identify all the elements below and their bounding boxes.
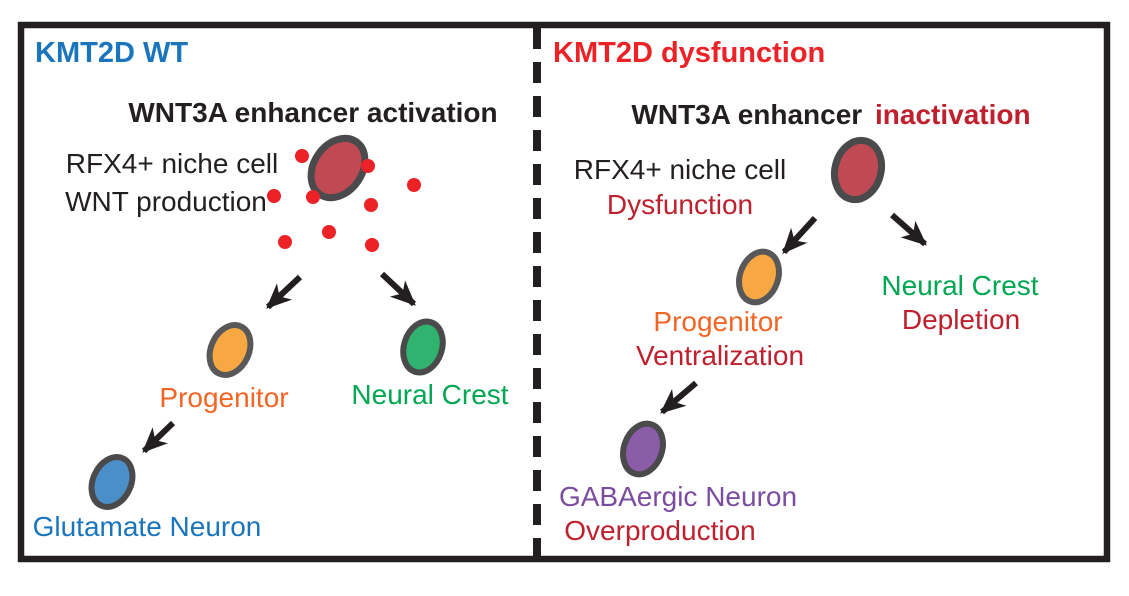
wnt-dot (407, 178, 421, 192)
arrow-niche-to-neural-crest-right (890, 212, 927, 247)
arrow-progenitor-to-glutamate (141, 420, 176, 454)
right-niche-label-line2: Dysfunction (607, 189, 753, 220)
right-heading: WNT3A enhancer inactivation (631, 99, 1030, 130)
progenitor-label-right: Progenitor (653, 306, 782, 337)
left-niche-label-line2: WNT production (65, 186, 267, 217)
left-panel-title: KMT2D WT (35, 37, 188, 69)
wnt-dot (364, 198, 378, 212)
left-niche-label-line1: RFX4+ niche cell (66, 148, 278, 179)
left-heading: WNT3A enhancer activation (128, 97, 497, 128)
right-panel-title: KMT2D dysfunction (553, 37, 825, 69)
wnt-dot (295, 149, 309, 163)
figure-border (17, 21, 1111, 563)
right-heading-red: inactivation (875, 99, 1031, 130)
overproduction-label: Overproduction (564, 515, 755, 546)
wnt-dot (306, 190, 320, 204)
right-niche-label-line1: RFX4+ niche cell (574, 154, 786, 185)
gabaergic-neuron-cell (620, 420, 666, 478)
wnt-dot (361, 159, 375, 173)
depletion-label: Depletion (902, 304, 1020, 335)
progenitor-cell-right (736, 248, 782, 306)
wnt-dot (322, 225, 336, 239)
wnt-dot (278, 235, 292, 249)
gabaergic-neuron-label: GABAergic Neuron (559, 481, 797, 512)
niche-cell-left (307, 134, 369, 202)
arrow-progenitor-to-gaba (660, 380, 698, 415)
arrow-niche-to-progenitor-right (781, 215, 818, 255)
neural-crest-cell-left (400, 318, 446, 376)
niche-cell-right (830, 136, 886, 204)
wnt-molecule-dots (267, 149, 421, 252)
neural-crest-label-left: Neural Crest (351, 379, 508, 410)
arrow-niche-to-progenitor-left (265, 274, 303, 310)
arrow-niche-to-neural-crest-left (379, 271, 417, 307)
glutamate-neuron-label: Glutamate Neuron (33, 511, 262, 542)
glutamate-neuron-cell (88, 454, 136, 510)
ventralization-label: Ventralization (636, 340, 804, 371)
progenitor-label-left: Progenitor (159, 382, 288, 413)
wnt-dot (365, 238, 379, 252)
wnt-dot (267, 189, 281, 203)
neural-crest-label-right: Neural Crest (881, 270, 1038, 301)
right-heading-black: WNT3A enhancer (631, 99, 862, 130)
progenitor-cell-left (206, 322, 254, 378)
